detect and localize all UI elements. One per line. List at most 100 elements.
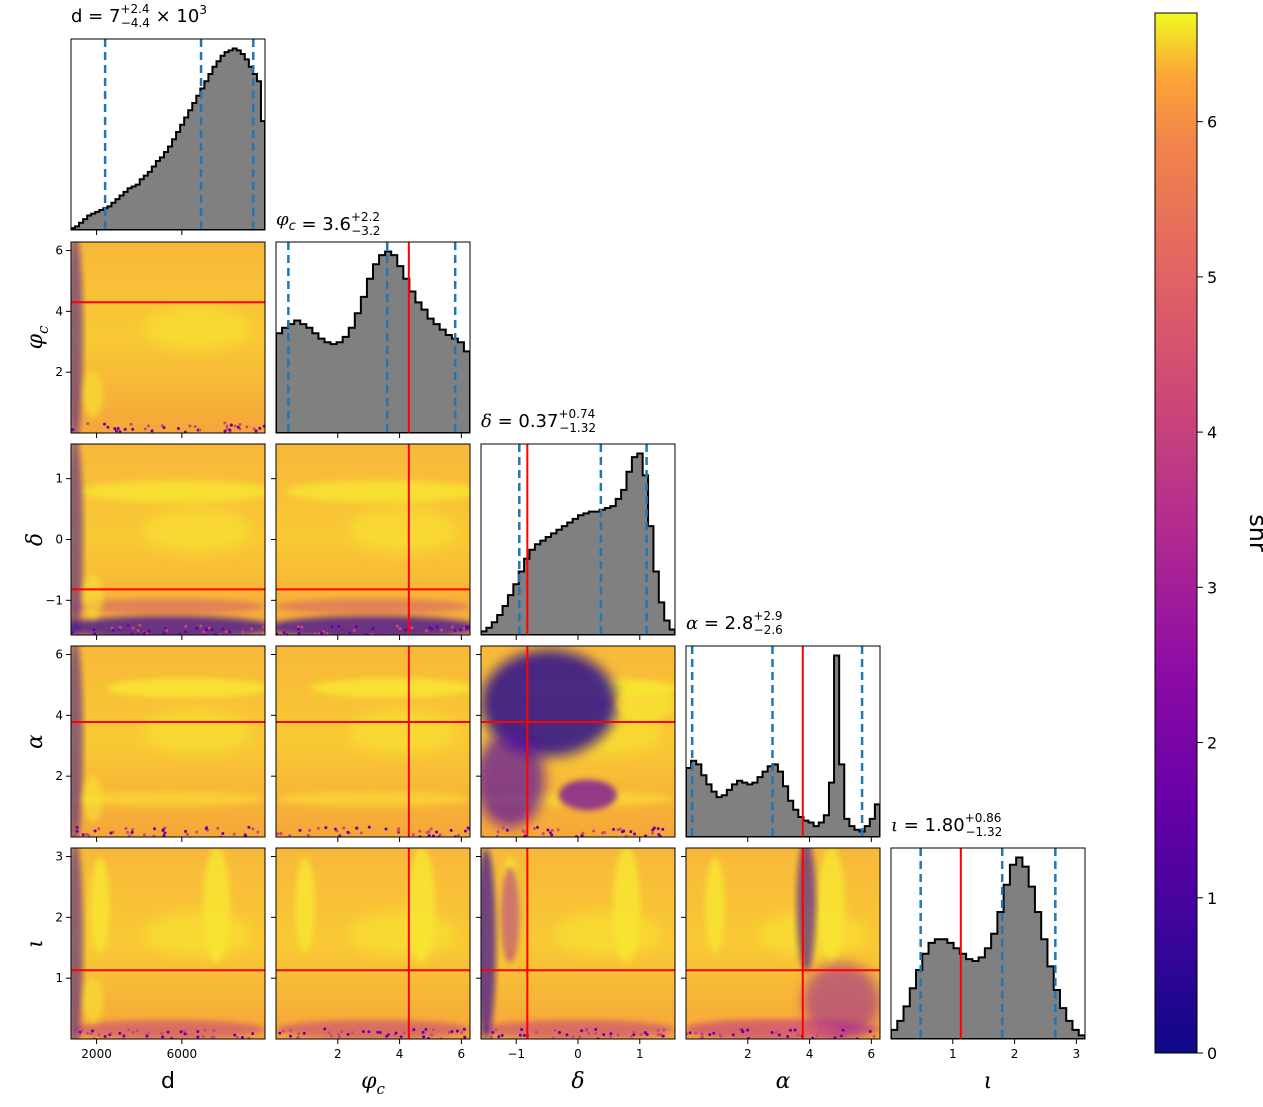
scatter-point [491, 1031, 495, 1035]
scatter-point [399, 1035, 403, 1039]
bright-band [71, 791, 265, 807]
scatter-point [161, 828, 165, 832]
scatter-point [183, 1032, 187, 1036]
scatter-point [313, 632, 317, 635]
scatter-point [367, 825, 371, 829]
scatter-point [71, 827, 74, 831]
scatter-point [350, 1031, 354, 1035]
bright-band [105, 678, 265, 698]
scatter-point [432, 834, 435, 837]
scatter-point [118, 626, 122, 630]
scatter-point [251, 1032, 255, 1036]
panel-frame [275, 847, 471, 1040]
scatter-point [147, 629, 151, 633]
scatter-point [645, 1032, 649, 1036]
low-snr-region [796, 848, 816, 973]
panel-content [481, 848, 675, 1039]
scatter-point [212, 1035, 216, 1039]
panel-frame [70, 241, 266, 434]
scatter-point [518, 1033, 522, 1037]
axis-symbol: δ [571, 1069, 584, 1094]
scatter-point [603, 830, 607, 834]
scatter-point [184, 829, 188, 833]
bright-band [83, 977, 103, 1024]
bright-band [142, 507, 252, 553]
scatter-point [114, 429, 118, 433]
scatter-point [686, 1032, 689, 1036]
scatter-point [256, 830, 260, 834]
scatter-point [520, 1028, 524, 1032]
scatter-point [77, 1032, 81, 1036]
scatter-point [130, 632, 134, 635]
scatter-point [457, 833, 461, 837]
scatter-point [89, 1032, 93, 1036]
low-snr-region [500, 867, 520, 963]
scatter-point [262, 424, 265, 428]
scatter-point [580, 1029, 584, 1033]
scatter-point [868, 1030, 872, 1034]
low-snr-region [802, 962, 880, 1039]
scatter-point [337, 1032, 341, 1036]
scatter-point [616, 1033, 620, 1037]
title-value: d = 7 [71, 6, 120, 27]
panel-content [71, 242, 265, 433]
scatter-point [841, 1028, 845, 1032]
scatter-point [435, 625, 439, 629]
scatter-point [184, 630, 188, 634]
scatter-point [106, 425, 110, 429]
title-lower-error: −1.32 [965, 825, 1002, 839]
scatter-point [447, 1030, 451, 1034]
scatter-point [127, 834, 131, 837]
scatter-point [403, 628, 407, 632]
scatter-point [129, 422, 133, 426]
scatter-point [546, 828, 550, 832]
scatter-point [229, 423, 233, 427]
y-tick-label: 1 [55, 472, 63, 486]
x-tick-label: 0 [574, 1047, 582, 1061]
bright-band [407, 848, 436, 963]
scatter-point [620, 830, 624, 834]
scatter-point [179, 1030, 183, 1034]
scatter-point [505, 828, 509, 832]
panel-frame [275, 241, 471, 434]
scatter-point [233, 1033, 237, 1037]
scatter-point [323, 1027, 327, 1031]
scatter-point [258, 426, 262, 430]
scatter-point [694, 1031, 698, 1035]
scatter-point [127, 1028, 131, 1032]
scatter-point [430, 1033, 434, 1037]
scatter-point [276, 832, 280, 836]
scatter-point [656, 827, 660, 831]
scatter-point [176, 427, 180, 431]
bright-band [90, 857, 110, 954]
scatter-point [247, 1036, 251, 1039]
scatter-point [238, 423, 242, 427]
scatter-point [118, 1031, 122, 1035]
y-tick-label: 3 [55, 850, 63, 864]
scatter-point [463, 829, 467, 833]
scatter-point [592, 829, 596, 833]
scatter-point [355, 826, 359, 830]
scatter-point [75, 829, 79, 833]
title-symbol: φ [276, 209, 289, 230]
axis-symbol: φ [23, 333, 48, 349]
scatter-point [551, 1036, 555, 1039]
scatter-point [81, 833, 85, 837]
x-tick-label: 3 [1073, 1047, 1081, 1061]
scatter-point [348, 631, 352, 635]
bright-band [817, 848, 846, 963]
bright-band [552, 911, 662, 957]
scatter-point [633, 832, 637, 836]
scatter-point [775, 1030, 779, 1034]
x-axis-label-phic: φc [361, 1069, 385, 1098]
panel-delta-vs-d: −1 0 1 [45, 443, 266, 640]
scatter-point [553, 1028, 557, 1032]
scatter-point [632, 1033, 636, 1037]
panel-delta-vs-phic [271, 443, 471, 640]
scatter-point [793, 1028, 797, 1032]
scatter-point [240, 1035, 244, 1039]
low-snr-region [481, 731, 546, 828]
scatter-point [398, 627, 402, 631]
low-snr-edge [481, 848, 496, 1039]
